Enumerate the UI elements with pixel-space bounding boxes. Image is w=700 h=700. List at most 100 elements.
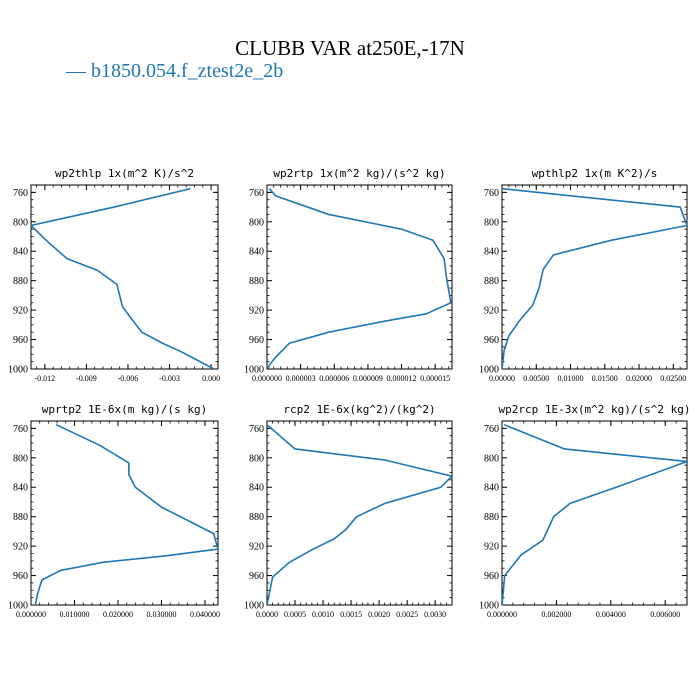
x-tick-label: 0.0015 bbox=[340, 610, 362, 619]
y-tick-label: 800 bbox=[13, 217, 28, 228]
y-tick-label: 840 bbox=[249, 247, 264, 258]
chart-panel-2: wp2rtp 1x(m^2 kg)/(s^2 kg) 760 800 840 880 92… bbox=[244, 167, 453, 383]
chart-panel-4: wprtp2 1E-6x(m kg)/(s kg) 760 800 840 880 920… bbox=[8, 403, 220, 619]
x-tick-label: 0.000006 bbox=[319, 374, 349, 383]
x-tick-label: 0.000015 bbox=[420, 374, 450, 383]
y-tick-label: 960 bbox=[13, 571, 28, 582]
y-tick-label: 920 bbox=[249, 306, 264, 317]
series-line-1 bbox=[267, 188, 452, 369]
x-tick-label: 0.0020 bbox=[368, 610, 390, 619]
y-tick-label: 800 bbox=[484, 217, 499, 228]
plot-frame bbox=[266, 184, 453, 370]
x-tick-label: 0.0030 bbox=[424, 610, 446, 619]
x-tick-label: 0.000 bbox=[202, 374, 220, 383]
y-tick-label: 840 bbox=[484, 247, 499, 258]
y-tick-label: 840 bbox=[13, 483, 28, 494]
y-tick-label: 920 bbox=[13, 306, 28, 317]
chart-panel-1: wp2thlp 1x(m^2 K)/s^2 760 800 840 880 920 960 1… bbox=[8, 167, 220, 383]
x-tick-label: 0.0000 bbox=[256, 610, 278, 619]
legend-label: b1850.054.f_ztest2e_2b bbox=[91, 60, 284, 82]
plot-frame bbox=[30, 420, 219, 606]
y-tick-label: 960 bbox=[484, 571, 499, 582]
x-tick-label: 0.000000 bbox=[487, 610, 517, 619]
y-tick-label: 880 bbox=[13, 276, 28, 287]
y-tick-label: 960 bbox=[484, 335, 499, 346]
plot-frame bbox=[501, 184, 688, 370]
y-tick-label: 1000 bbox=[479, 601, 499, 612]
y-tick-label: 960 bbox=[249, 571, 264, 582]
y-tick-label: 760 bbox=[484, 424, 499, 435]
y-tick-label: 760 bbox=[484, 188, 499, 199]
series-line-1 bbox=[502, 187, 687, 369]
x-tick-label: 0.02000 bbox=[626, 374, 652, 383]
plot-frame bbox=[30, 184, 219, 370]
x-tick-label: -0.003 bbox=[159, 374, 180, 383]
y-tick-label: 920 bbox=[484, 306, 499, 317]
panel-title: wp2rtp 1x(m^2 kg)/(s^2 kg) bbox=[273, 167, 445, 180]
x-tick-label: 0.030000 bbox=[146, 610, 176, 619]
y-tick-label: 960 bbox=[249, 335, 264, 346]
x-tick-label: 0.000000 bbox=[252, 374, 282, 383]
x-tick-label: 0.000000 bbox=[16, 610, 46, 619]
x-tick-label: 0.000003 bbox=[286, 374, 316, 383]
panel-title: rcp2 1E-6x(kg^2)/(kg^2) bbox=[283, 403, 435, 416]
y-tick-label: 800 bbox=[13, 453, 28, 464]
legend: — b1850.054.f_ztest2e_2b bbox=[66, 60, 283, 83]
y-tick-label: 760 bbox=[13, 188, 28, 199]
y-tick-label: 800 bbox=[484, 453, 499, 464]
plot-frame bbox=[266, 420, 453, 606]
y-tick-label: 760 bbox=[249, 424, 264, 435]
x-tick-label: 0.002000 bbox=[541, 610, 571, 619]
x-tick-label: 0.01500 bbox=[592, 374, 618, 383]
x-tick-label: 0.00500 bbox=[523, 374, 549, 383]
y-tick-label: 840 bbox=[249, 483, 264, 494]
y-tick-label: 760 bbox=[13, 424, 28, 435]
legend-line-icon: — bbox=[66, 60, 86, 82]
x-tick-label: 0.000012 bbox=[387, 374, 417, 383]
x-tick-label: 0.02500 bbox=[660, 374, 686, 383]
y-tick-label: 880 bbox=[484, 276, 499, 287]
series-line-1 bbox=[267, 424, 452, 605]
x-tick-label: 0.020000 bbox=[103, 610, 133, 619]
y-tick-label: 840 bbox=[484, 483, 499, 494]
y-tick-label: 880 bbox=[13, 512, 28, 523]
plot-frame bbox=[501, 420, 688, 606]
x-tick-label: 0.004000 bbox=[596, 610, 626, 619]
y-tick-label: 760 bbox=[249, 188, 264, 199]
x-tick-label: 0.000009 bbox=[353, 374, 383, 383]
panel-title: wp2thlp 1x(m^2 K)/s^2 bbox=[55, 167, 194, 180]
x-tick-label: -0.006 bbox=[118, 374, 139, 383]
y-tick-label: 1000 bbox=[244, 365, 264, 376]
y-tick-label: 880 bbox=[249, 512, 264, 523]
x-tick-label: 0.040000 bbox=[190, 610, 220, 619]
x-tick-label: 0.010000 bbox=[59, 610, 89, 619]
x-tick-label: 0.01000 bbox=[558, 374, 584, 383]
chart-panel-5: rcp2 1E-6x(kg^2)/(kg^2) 760 800 840 880 920 96… bbox=[244, 403, 453, 619]
x-tick-label: 0.00000 bbox=[489, 374, 515, 383]
y-tick-label: 880 bbox=[249, 276, 264, 287]
x-tick-label: -0.012 bbox=[35, 374, 56, 383]
x-tick-label: 0.0010 bbox=[312, 610, 334, 619]
y-tick-label: 920 bbox=[249, 542, 264, 553]
y-tick-label: 840 bbox=[13, 247, 28, 258]
y-tick-label: 880 bbox=[484, 512, 499, 523]
series-line-1 bbox=[31, 187, 215, 369]
y-tick-label: 920 bbox=[13, 542, 28, 553]
y-tick-label: 800 bbox=[249, 453, 264, 464]
x-tick-label: 0.006000 bbox=[650, 610, 680, 619]
series-line-1 bbox=[502, 423, 687, 605]
panel-title: wp2rcp 1E-3x(m^2 kg)/(s^2 kg) bbox=[498, 403, 690, 416]
panel-title: wpthlp2 1x(m K^2)/s bbox=[532, 167, 658, 180]
y-tick-label: 800 bbox=[249, 217, 264, 228]
y-tick-label: 1000 bbox=[479, 365, 499, 376]
y-tick-label: 1000 bbox=[244, 601, 264, 612]
y-tick-label: 960 bbox=[13, 335, 28, 346]
chart-panel-6: wp2rcp 1E-3x(m^2 kg)/(s^2 kg) 760 800 840 88… bbox=[479, 403, 691, 619]
y-tick-label: 1000 bbox=[8, 365, 28, 376]
x-tick-label: -0.009 bbox=[76, 374, 97, 383]
chart-panel-3: wpthlp2 1x(m K^2)/s 760 800 840 880 920 960 100… bbox=[479, 167, 688, 383]
figure-title: CLUBB VAR at250E,-17N bbox=[235, 36, 465, 60]
series-line-1 bbox=[34, 423, 218, 605]
x-tick-label: 0.0025 bbox=[396, 610, 418, 619]
